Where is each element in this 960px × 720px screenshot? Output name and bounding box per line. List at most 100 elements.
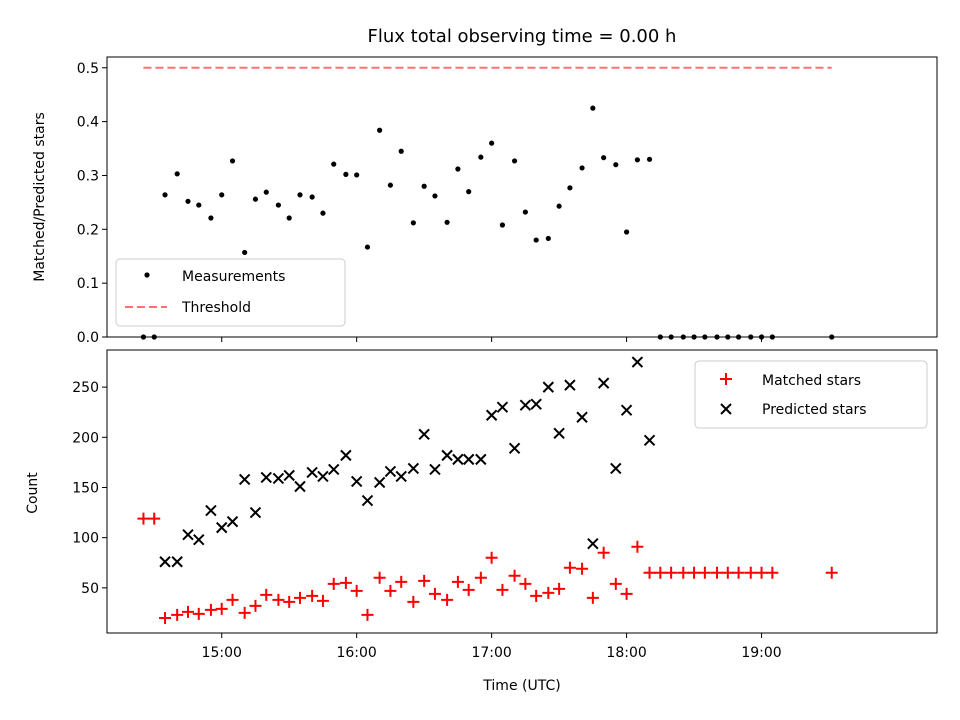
legend-matched-marker — [720, 373, 732, 385]
matched-point — [519, 577, 532, 590]
predicted-point — [395, 470, 407, 483]
measurement-point — [174, 171, 180, 177]
measurement-point — [263, 189, 269, 195]
measurement-point — [466, 189, 472, 195]
predicted-point — [475, 453, 487, 466]
measurement-point — [567, 185, 573, 191]
matched-point — [384, 584, 397, 597]
predicted-point — [643, 434, 656, 447]
measurement-point — [387, 182, 394, 188]
predicted-point — [620, 404, 633, 416]
matched-point — [496, 583, 509, 596]
measurement-point — [229, 158, 236, 164]
matched-point — [293, 591, 306, 604]
top-y-tick-label: 0.3 — [77, 168, 99, 184]
predicted-point — [294, 480, 306, 493]
measurement-point — [196, 202, 202, 208]
bottom-axes: 50 100 150 200 250 15:00 16:00 17:00 18:00 19:00 — [72, 380, 781, 661]
matched-point — [171, 608, 184, 621]
x-tick-label: 18:00 — [606, 645, 646, 661]
predicted-point — [587, 537, 599, 550]
matched-point — [620, 587, 633, 600]
predicted-point — [350, 475, 363, 488]
predicted-point — [249, 506, 262, 519]
matched-point — [474, 571, 487, 584]
measurement-point — [489, 140, 495, 146]
bottom-y-tick-label: 200 — [72, 430, 99, 446]
matched-point — [327, 577, 340, 590]
x-tick-label: 16:00 — [336, 645, 376, 661]
matched-point — [485, 551, 498, 564]
legend-threshold-label: Threshold — [181, 300, 251, 316]
predicted-point — [542, 381, 555, 393]
measurement-point — [533, 237, 539, 243]
measurement-point — [499, 222, 506, 228]
measurement-point — [208, 215, 214, 221]
matched-point — [272, 593, 285, 606]
top-y-tick-label: 0.5 — [77, 61, 99, 77]
predicted-point — [418, 428, 430, 441]
predicted-point — [361, 494, 374, 507]
predicted-point — [496, 401, 509, 413]
measurement-point — [432, 193, 438, 199]
matched-point — [688, 566, 701, 579]
legend-predicted-label: Predicted stars — [762, 402, 867, 418]
predicted-point — [340, 449, 352, 462]
matched-point — [766, 566, 779, 579]
matched-point — [825, 566, 838, 579]
x-tick-label: 15:00 — [202, 645, 242, 661]
top-y-tick-label: 0.0 — [77, 330, 99, 346]
matched-point — [137, 512, 150, 525]
measurement-point — [286, 215, 292, 221]
bottom-plot-frame — [106, 349, 938, 634]
matched-point — [597, 546, 610, 559]
x-tick-label: 19:00 — [741, 645, 781, 661]
bottom-y-tick-label: 50 — [81, 581, 99, 597]
matched-point — [542, 586, 555, 599]
measurement-point — [185, 198, 191, 204]
bottom-legend: Matched stars Predicted stars — [694, 360, 928, 429]
bottom-y-axis-label: Count — [25, 472, 41, 514]
measurement-point — [590, 105, 596, 111]
matched-point — [576, 562, 589, 575]
matched-point — [553, 582, 566, 595]
predicted-point — [317, 470, 329, 483]
matched-point — [350, 584, 363, 597]
matched-point — [744, 566, 757, 579]
measurement-point — [511, 158, 518, 164]
bottom-legend-box — [694, 360, 928, 429]
predicted-point — [238, 473, 251, 486]
predicted-point — [283, 469, 295, 482]
matched-point — [159, 611, 172, 624]
top-y-tick-label: 0.1 — [77, 276, 99, 292]
predicted-point — [452, 453, 464, 466]
predicted-point — [441, 449, 453, 462]
measurement-point — [421, 183, 427, 189]
legend-measurements-label: Measurements — [182, 269, 285, 285]
matched-point — [631, 540, 644, 553]
count-panel: Count Time (UTC) 50 100 150 200 250 15:00 16:0… — [25, 349, 938, 694]
measurement-point — [309, 194, 315, 200]
matched-point — [339, 576, 352, 589]
measurement-point — [478, 154, 484, 160]
predicted-point — [508, 442, 521, 455]
matched-point — [181, 605, 194, 618]
measurement-point — [252, 196, 259, 202]
matched-point — [260, 588, 273, 601]
matched-point — [306, 589, 319, 602]
matched-point — [226, 593, 239, 606]
measurement-point — [601, 155, 607, 161]
measurement-point — [331, 161, 337, 167]
chart-title: Flux total observing time = 0.00 h — [368, 26, 677, 47]
predicted-point — [631, 356, 644, 368]
measurement-point — [219, 192, 225, 198]
measurement-point — [556, 203, 562, 209]
predicted-point — [553, 427, 565, 440]
top-plot-marks — [140, 66, 835, 340]
matched-point — [407, 595, 420, 608]
ratio-panel: Flux total observing time = 0.00 h Match… — [32, 26, 938, 346]
measurement-point — [634, 157, 640, 163]
top-legend: Measurements Threshold — [115, 258, 346, 327]
predicted-point — [272, 472, 285, 485]
